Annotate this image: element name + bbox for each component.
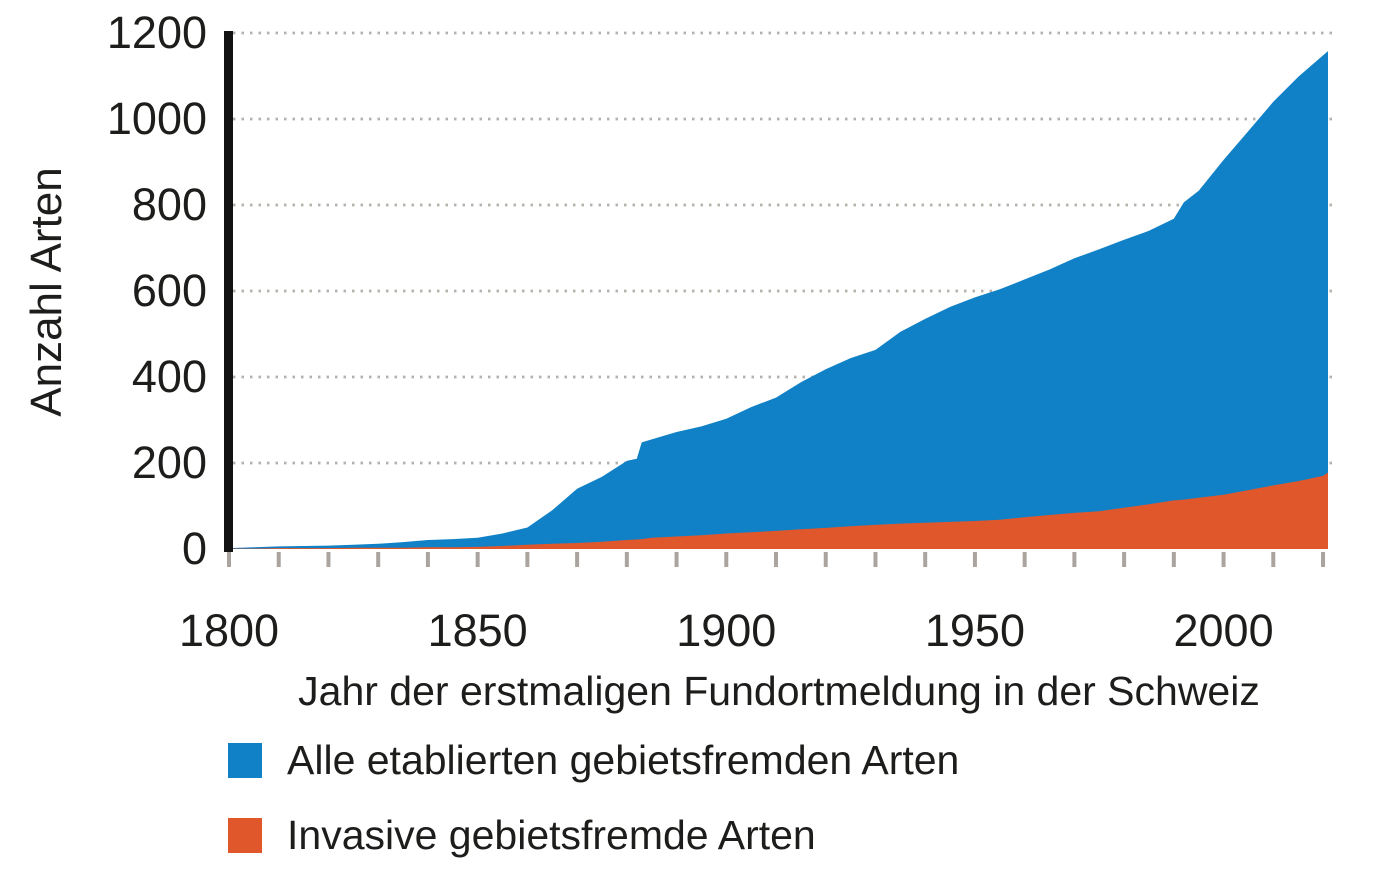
x-tick-label: 1800 [179, 605, 279, 656]
x-tick-label: 2000 [1174, 605, 1274, 656]
y-axis-line [224, 31, 233, 552]
x-tick-label: 1950 [925, 605, 1025, 656]
y-tick-label: 1000 [107, 93, 207, 144]
legend-label: Invasive gebietsfremde Arten [287, 811, 816, 858]
legend-item-all-established: Alle etablierten gebietsfremden Arten [228, 737, 959, 783]
area-series-0 [229, 51, 1328, 549]
legend-item-invasive: Invasive gebietsfremde Arten [228, 812, 816, 858]
x-axis-title: Jahr der erstmaligen Fundortmeldung in d… [298, 668, 1260, 714]
x-tick-label: 1850 [428, 605, 528, 656]
area-series-1 [229, 472, 1328, 549]
y-axis-title: Anzahl Arten [22, 167, 71, 417]
y-tick-label: 800 [132, 179, 207, 230]
y-tick-label: 1200 [107, 7, 207, 58]
legend-swatch-blue-icon [228, 742, 262, 778]
y-tick-label: 200 [132, 437, 207, 488]
x-tick-label: 1900 [676, 605, 776, 656]
y-tick-label: 400 [132, 351, 207, 402]
legend-swatch-orange-icon [228, 817, 262, 853]
y-tick-label: 0 [182, 523, 207, 574]
y-tick-label: 600 [132, 265, 207, 316]
legend-label: Alle etablierten gebietsfremden Arten [287, 736, 960, 783]
